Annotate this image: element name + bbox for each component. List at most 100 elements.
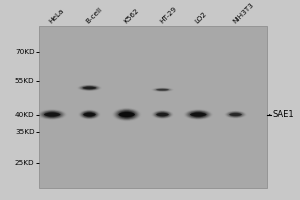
Ellipse shape [121, 112, 133, 117]
Ellipse shape [154, 111, 171, 118]
Text: K562: K562 [122, 7, 140, 24]
Ellipse shape [44, 112, 60, 117]
Ellipse shape [152, 110, 173, 119]
Ellipse shape [224, 111, 247, 119]
Ellipse shape [151, 88, 174, 92]
Ellipse shape [190, 113, 206, 116]
Ellipse shape [83, 112, 96, 118]
Ellipse shape [78, 109, 101, 120]
Text: NIH3T3: NIH3T3 [231, 1, 254, 24]
Ellipse shape [229, 112, 242, 117]
Ellipse shape [184, 109, 212, 120]
Ellipse shape [80, 85, 99, 90]
Ellipse shape [81, 111, 98, 118]
Ellipse shape [152, 88, 173, 92]
Ellipse shape [190, 112, 206, 117]
Text: B-cell: B-cell [85, 6, 104, 24]
Ellipse shape [185, 110, 212, 119]
Ellipse shape [41, 110, 64, 119]
Ellipse shape [45, 112, 59, 117]
Ellipse shape [189, 111, 207, 118]
Text: HT-29: HT-29 [158, 5, 177, 24]
Ellipse shape [79, 110, 100, 119]
Ellipse shape [78, 85, 100, 91]
Bar [39, 26, 267, 188]
Ellipse shape [116, 110, 137, 119]
Ellipse shape [83, 86, 95, 89]
Text: 25KD: 25KD [15, 160, 34, 166]
Ellipse shape [82, 86, 97, 90]
Ellipse shape [38, 109, 66, 120]
Text: 55KD: 55KD [15, 78, 34, 84]
Ellipse shape [85, 113, 94, 116]
Ellipse shape [226, 111, 245, 118]
Ellipse shape [156, 113, 169, 116]
Text: 70KD: 70KD [15, 49, 34, 55]
Ellipse shape [157, 112, 168, 117]
Ellipse shape [226, 111, 245, 118]
Ellipse shape [154, 88, 171, 91]
Ellipse shape [40, 110, 64, 119]
Ellipse shape [118, 112, 135, 117]
Ellipse shape [156, 112, 169, 117]
Ellipse shape [230, 113, 241, 116]
Ellipse shape [44, 113, 60, 116]
Ellipse shape [155, 88, 170, 91]
Ellipse shape [113, 108, 141, 121]
Ellipse shape [83, 113, 96, 116]
Ellipse shape [154, 111, 170, 118]
Ellipse shape [156, 88, 169, 91]
Ellipse shape [158, 113, 166, 116]
Ellipse shape [151, 110, 174, 119]
Ellipse shape [192, 112, 205, 117]
Ellipse shape [46, 112, 58, 117]
Ellipse shape [81, 111, 98, 118]
Ellipse shape [112, 108, 142, 122]
Ellipse shape [193, 113, 204, 117]
Ellipse shape [188, 111, 209, 118]
Ellipse shape [79, 85, 100, 91]
Ellipse shape [83, 86, 96, 90]
Ellipse shape [158, 113, 167, 116]
Ellipse shape [191, 112, 205, 117]
Ellipse shape [113, 108, 140, 121]
Ellipse shape [153, 88, 172, 92]
Text: LO2: LO2 [194, 10, 208, 24]
Ellipse shape [44, 111, 61, 118]
Ellipse shape [85, 87, 94, 89]
Ellipse shape [120, 111, 134, 118]
Ellipse shape [158, 89, 167, 91]
Ellipse shape [114, 109, 139, 120]
Ellipse shape [83, 112, 95, 117]
Ellipse shape [227, 112, 244, 117]
Ellipse shape [77, 85, 102, 91]
Ellipse shape [228, 112, 243, 117]
Ellipse shape [43, 111, 62, 118]
Ellipse shape [156, 89, 169, 91]
Ellipse shape [80, 110, 99, 119]
Ellipse shape [229, 113, 242, 116]
Ellipse shape [154, 88, 170, 91]
Ellipse shape [122, 112, 132, 117]
Ellipse shape [156, 112, 169, 117]
Ellipse shape [80, 110, 99, 119]
Ellipse shape [42, 111, 63, 118]
Ellipse shape [85, 112, 94, 117]
Ellipse shape [189, 111, 208, 118]
Ellipse shape [156, 89, 169, 91]
Ellipse shape [232, 113, 240, 116]
Ellipse shape [119, 111, 135, 118]
Ellipse shape [84, 112, 95, 117]
Ellipse shape [81, 86, 98, 90]
Ellipse shape [230, 112, 242, 117]
Ellipse shape [117, 110, 136, 119]
Text: 35KD: 35KD [15, 129, 34, 135]
Ellipse shape [187, 110, 210, 119]
Text: HeLa: HeLa [48, 7, 65, 24]
Ellipse shape [153, 111, 172, 118]
Ellipse shape [84, 87, 95, 89]
Ellipse shape [39, 110, 65, 119]
Ellipse shape [118, 110, 136, 119]
Ellipse shape [47, 113, 58, 117]
Ellipse shape [158, 89, 166, 91]
